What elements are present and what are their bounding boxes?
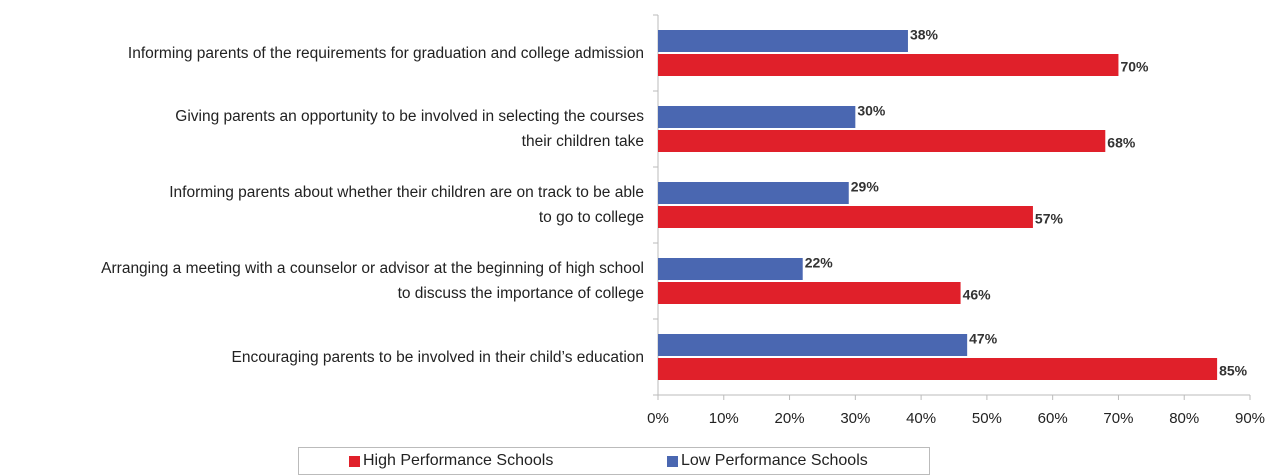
bar — [658, 358, 1218, 380]
x-tick-label: 70% — [1103, 410, 1133, 427]
category-label: Encouraging parents to be involved in th… — [231, 348, 644, 366]
value-label: 70% — [1120, 59, 1149, 75]
x-tick-label: 60% — [1038, 410, 1068, 427]
value-label: 22% — [805, 255, 834, 271]
value-label: 46% — [963, 287, 992, 303]
bar — [658, 182, 849, 204]
legend-label: High Performance Schools — [363, 452, 554, 469]
x-tick-label: 40% — [906, 410, 936, 427]
category-label: Giving parents an opportunity to be invo… — [175, 108, 644, 150]
bar — [658, 282, 961, 304]
legend-item: Low Performance Schools — [667, 452, 868, 470]
category-label: Informing parents of the requirements fo… — [127, 44, 644, 62]
value-label: 68% — [1107, 135, 1136, 151]
bar — [658, 54, 1119, 76]
legend-item: High Performance Schools — [349, 452, 553, 470]
legend-swatch — [349, 455, 360, 467]
x-tick-label: 10% — [709, 410, 739, 427]
x-tick-label: 30% — [840, 410, 870, 427]
x-tick-label: 20% — [775, 410, 805, 427]
value-label: 57% — [1035, 211, 1064, 227]
x-tick-label: 90% — [1235, 410, 1265, 427]
value-label: 38% — [910, 27, 939, 43]
bar — [658, 106, 856, 128]
bar — [658, 130, 1106, 152]
value-label: 47% — [969, 331, 998, 347]
x-tick-label: 80% — [1169, 410, 1199, 427]
bar — [658, 30, 908, 52]
value-label: 29% — [851, 179, 880, 195]
bar — [658, 206, 1033, 228]
category-label: Arranging a meeting with a counselor or … — [101, 260, 644, 302]
x-tick-label: 0% — [647, 410, 669, 427]
bar — [658, 258, 803, 280]
legend-label: Low Performance Schools — [681, 452, 868, 469]
legend: High Performance Schools Low Performance … — [298, 447, 930, 475]
value-label: 85% — [1219, 363, 1248, 379]
legend-swatch — [667, 455, 678, 467]
value-label: 30% — [857, 103, 886, 119]
category-label: Informing parents about whether their ch… — [169, 184, 644, 226]
x-tick-label: 50% — [972, 410, 1002, 427]
bar — [658, 334, 968, 356]
